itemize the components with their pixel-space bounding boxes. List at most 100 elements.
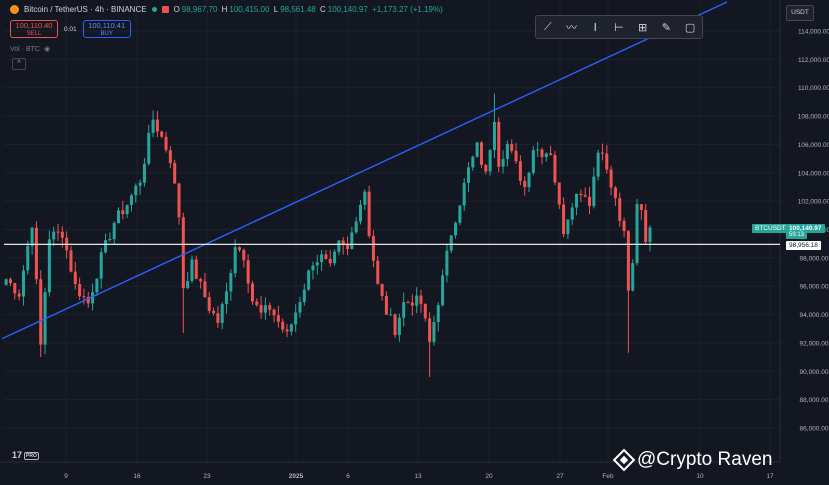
- candle-body: [367, 191, 371, 236]
- text-cursor-icon[interactable]: Ⅰ: [593, 21, 597, 34]
- candle-body: [609, 169, 613, 188]
- candle-body: [333, 251, 337, 264]
- candle-body: [536, 149, 540, 151]
- candle-body: [160, 131, 164, 137]
- candle-body: [583, 195, 587, 197]
- candle-body: [298, 301, 302, 313]
- candle-body: [246, 260, 250, 284]
- candle-body: [337, 240, 341, 252]
- candle-body: [69, 250, 73, 272]
- candle-body: [289, 324, 293, 332]
- candle-body: [613, 187, 617, 199]
- candle-body: [138, 182, 142, 186]
- candle-body: [423, 303, 427, 319]
- candle-body: [121, 210, 125, 215]
- candle-body: [358, 204, 363, 222]
- low-value: 98,561.48: [280, 5, 316, 14]
- watermark-text: @Crypto Raven: [637, 449, 773, 470]
- candle-body: [268, 305, 272, 310]
- candle-body: [635, 204, 639, 264]
- candle-body: [402, 302, 406, 318]
- candle-body: [13, 283, 17, 294]
- volume-legend[interactable]: Vol · BTC ◉: [10, 45, 51, 54]
- chart-grid: [0, 0, 781, 463]
- candle-body: [397, 317, 401, 336]
- buy-label: BUY: [100, 31, 113, 37]
- candle-body: [605, 153, 609, 170]
- high-label: H: [221, 5, 228, 14]
- symbol-title[interactable]: Bitcoin / TetherUS · 4h · BINANCE: [24, 5, 147, 14]
- candle-body: [497, 121, 501, 167]
- price-tick-label: 96,000.00: [800, 284, 829, 291]
- candle-body: [523, 180, 527, 188]
- candle-body: [587, 196, 592, 207]
- candle-body: [389, 314, 393, 316]
- candle-body: [134, 185, 138, 196]
- candle-body: [393, 314, 397, 336]
- candle-body: [505, 143, 509, 160]
- trend-line-icon[interactable]: ⟋: [543, 20, 552, 33]
- close-label: C: [319, 5, 326, 14]
- candle-body: [618, 198, 622, 221]
- candle-body: [99, 252, 103, 279]
- candle-body: [371, 235, 375, 261]
- time-axis[interactable]: 9 16 23 2025 6 13 20 27 Feb 10 17: [64, 473, 774, 480]
- candle-body: [168, 150, 172, 164]
- horizontal-line-price-tag: 98,956.18: [786, 241, 821, 250]
- candle-body: [294, 312, 298, 325]
- drawing-toolbar: ⟋ 〰 Ⅰ ⊢ ⊞ ✎ ▢: [535, 15, 703, 39]
- candle-body: [626, 231, 630, 291]
- candle-body: [419, 295, 423, 304]
- tradingview-logo[interactable]: 17 PRO: [12, 450, 39, 460]
- candle-body: [639, 204, 643, 211]
- collapse-legend-button[interactable]: ^: [12, 58, 26, 70]
- open-label: O: [173, 5, 180, 14]
- candle-body: [510, 143, 514, 151]
- candle-body: [579, 193, 583, 196]
- candle-body: [220, 304, 224, 323]
- sell-label: SELL: [26, 31, 42, 37]
- box-icon[interactable]: ▢: [684, 21, 696, 34]
- time-tick-label: 23: [203, 473, 211, 480]
- candle-body: [484, 164, 488, 172]
- candle-body: [449, 235, 453, 251]
- path-icon[interactable]: 〰: [566, 22, 578, 34]
- candle-body: [142, 163, 146, 183]
- buy-price: 100,110.41: [88, 21, 126, 30]
- candle-body: [553, 154, 557, 183]
- brush-icon[interactable]: ✎: [661, 21, 671, 34]
- currency-selector[interactable]: USDT: [786, 5, 814, 21]
- time-tick-label: 13: [414, 473, 422, 480]
- candle-body: [445, 250, 449, 276]
- last-price-tag: 100,140.97: [786, 224, 825, 233]
- candle-body: [575, 193, 579, 208]
- candle-body: [91, 292, 95, 304]
- candle-body: [458, 205, 462, 223]
- candle-body: [380, 283, 384, 296]
- trade-panel: 100,110.40 SELL 0.01 100,110.41 BUY: [10, 20, 131, 38]
- trend-line[interactable]: [1, 1, 728, 340]
- crosshair-icon[interactable]: ⊞: [638, 21, 648, 34]
- candle-body: [82, 296, 86, 298]
- candle-body: [233, 247, 237, 274]
- buy-button[interactable]: 100,110.41 BUY: [82, 20, 131, 38]
- candle-body: [242, 249, 246, 261]
- candle-body: [60, 231, 64, 238]
- candle-body: [17, 293, 21, 297]
- candle-body: [406, 302, 410, 304]
- date-range-icon[interactable]: ⊢: [614, 21, 624, 34]
- candle-body: [21, 270, 25, 297]
- eye-icon[interactable]: ◉: [43, 46, 51, 53]
- market-status-icon: [151, 7, 157, 12]
- time-tick-label: 27: [556, 473, 564, 480]
- time-tick-label: 6: [346, 473, 350, 480]
- candle-body: [410, 302, 414, 306]
- flag-icon[interactable]: [161, 6, 169, 13]
- candle-body: [644, 210, 648, 242]
- candle-body: [78, 284, 82, 297]
- candle-body: [34, 227, 38, 280]
- candle-body: [216, 313, 220, 323]
- candle-body: [116, 210, 121, 224]
- sell-button[interactable]: 100,110.40 SELL: [10, 20, 58, 38]
